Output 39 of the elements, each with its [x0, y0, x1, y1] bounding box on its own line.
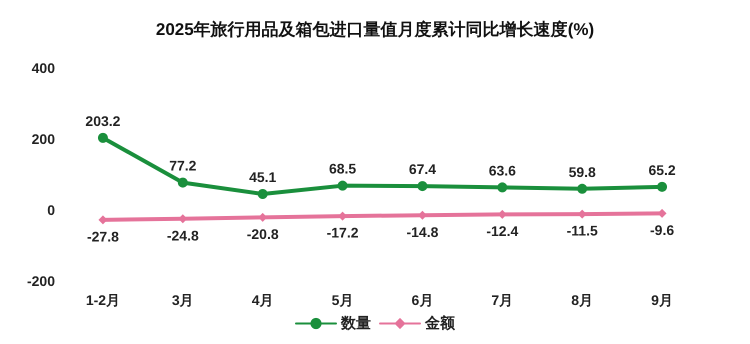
data-label: 68.5	[328, 160, 356, 177]
point	[98, 132, 108, 143]
x-tick-label: 1-2月	[86, 292, 120, 308]
legend-label: 金额	[424, 314, 456, 332]
data-label: 77.2	[169, 158, 197, 174]
point	[417, 181, 428, 192]
y-tick-label: 0	[47, 202, 56, 218]
y-tick-label: -200	[26, 273, 56, 289]
x-tick-label: 4月	[252, 292, 274, 308]
data-label: -9.6	[650, 222, 674, 238]
point	[577, 184, 588, 194]
point	[338, 180, 348, 191]
x-tick-label: 7月	[491, 292, 514, 308]
chart-title: 2025年旅行用品及箱包进口量值月度累计同比增长速度(%)	[156, 20, 594, 39]
y-tick-label: 400	[32, 60, 56, 76]
point	[258, 188, 268, 199]
data-label: 63.6	[488, 162, 516, 178]
data-label: -17.2	[326, 224, 359, 241]
data-label: -14.8	[406, 224, 439, 240]
x-tick-label: 5月	[332, 292, 354, 308]
data-label: -11.5	[566, 222, 598, 239]
data-label: -27.8	[86, 228, 120, 244]
x-tick-label: 3月	[172, 292, 194, 308]
data-label: 67.4	[408, 161, 436, 178]
data-label: -12.4	[486, 222, 518, 239]
point	[657, 182, 668, 192]
point	[178, 178, 188, 188]
point	[497, 182, 508, 192]
y-tick-label: 200	[32, 131, 56, 147]
data-label: 45.1	[249, 168, 277, 185]
x-tick-label: 9月	[651, 292, 673, 308]
data-label: 65.2	[648, 162, 676, 178]
x-tick-label: 8月	[571, 292, 594, 308]
data-label: -24.8	[166, 227, 199, 244]
data-label: 59.8	[568, 164, 596, 180]
data-label: -20.8	[246, 226, 279, 242]
x-tick-label: 6月	[412, 292, 434, 308]
data-label: 203.2	[85, 112, 121, 129]
legend-label: 数量	[340, 315, 371, 332]
